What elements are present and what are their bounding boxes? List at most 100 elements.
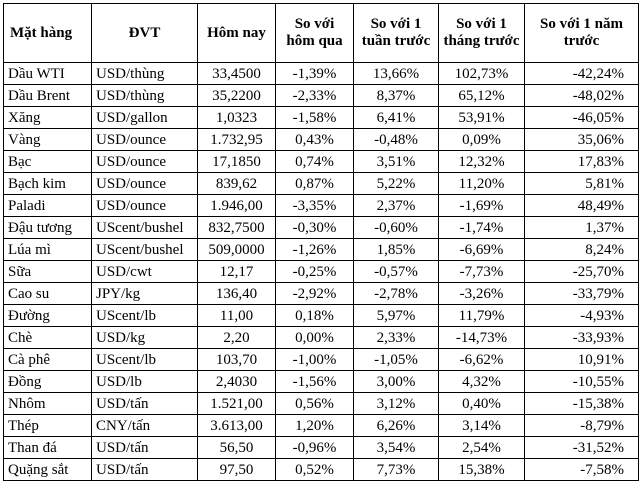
commodity-name: Cà phê (3, 348, 92, 371)
price-today: 33,4500 (197, 62, 276, 85)
change-vs-month: 2,54% (438, 436, 525, 459)
commodity-name: Đường (3, 304, 92, 327)
change-vs-year: -31,52% (524, 436, 639, 459)
unit: USD/cwt (91, 260, 198, 283)
change-vs-yesterday: 0,56% (275, 392, 354, 415)
header-vs-week: So với 1 tuần trước (353, 3, 439, 63)
change-vs-yesterday: -3,35% (275, 194, 354, 217)
change-vs-year: -46,05% (524, 106, 639, 129)
change-vs-yesterday: -1,00% (275, 348, 354, 371)
unit: USD/lb (91, 370, 198, 393)
change-vs-yesterday: -1,39% (275, 62, 354, 85)
price-today: 1.946,00 (197, 194, 276, 217)
change-vs-month: -7,73% (438, 260, 525, 283)
table-row: Paladi USD/ounce 1.946,00 -3,35% 2,37% -1,69%… (3, 194, 639, 217)
commodity-name: Bạc (3, 150, 92, 173)
unit: CNY/tấn (91, 414, 198, 437)
header-unit: ĐVT (91, 3, 198, 63)
table-row: Cao su JPY/kg 136,40 -2,92% -2,78% -3,26% -33,… (3, 282, 639, 305)
commodity-name: Chè (3, 326, 92, 349)
commodity-name: Lúa mì (3, 238, 92, 261)
change-vs-year: 35,06% (524, 128, 639, 151)
change-vs-year: -7,58% (524, 458, 639, 481)
price-today: 509,0000 (197, 238, 276, 261)
change-vs-month: -14,73% (438, 326, 525, 349)
commodity-price-table-container: Mặt hàng ĐVT Hôm nay So với hôm qua So v… (3, 3, 639, 481)
price-today: 56,50 (197, 436, 276, 459)
change-vs-yesterday: 0,00% (275, 326, 354, 349)
price-today: 3.613,00 (197, 414, 276, 437)
change-vs-yesterday: 0,52% (275, 458, 354, 481)
change-vs-year: -48,02% (524, 84, 639, 107)
change-vs-month: -6,69% (438, 238, 525, 261)
change-vs-yesterday: -0,30% (275, 216, 354, 239)
commodity-name: Cao su (3, 282, 92, 305)
header-vs-month: So với 1 tháng trước (438, 3, 525, 63)
change-vs-month: -3,26% (438, 282, 525, 305)
change-vs-year: -33,93% (524, 326, 639, 349)
unit: USD/gallon (91, 106, 198, 129)
table-row: Quặng sắt USD/tấn 97,50 0,52% 7,73% 15,38% -7,… (3, 458, 639, 481)
table-row: Đường UScent/lb 11,00 0,18% 5,97% 11,79% -4,93… (3, 304, 639, 327)
unit: USD/tấn (91, 392, 198, 415)
commodity-name: Thép (3, 414, 92, 437)
change-vs-week: 8,37% (353, 84, 439, 107)
change-vs-yesterday: -1,56% (275, 370, 354, 393)
table-row: Bạch kim USD/ounce 839,62 0,87% 5,22% 11,20% 5… (3, 172, 639, 195)
change-vs-yesterday: -2,33% (275, 84, 354, 107)
change-vs-month: 15,38% (438, 458, 525, 481)
change-vs-week: 2,37% (353, 194, 439, 217)
change-vs-week: -1,05% (353, 348, 439, 371)
change-vs-yesterday: -1,26% (275, 238, 354, 261)
header-vs-year: So với 1 năm trước (524, 3, 639, 63)
change-vs-yesterday: 0,18% (275, 304, 354, 327)
commodity-name: Đậu tương (3, 216, 92, 239)
table-row: Lúa mì UScent/bushel 509,0000 -1,26% 1,85% -6… (3, 238, 639, 261)
change-vs-year: -15,38% (524, 392, 639, 415)
change-vs-week: 2,33% (353, 326, 439, 349)
change-vs-month: 12,32% (438, 150, 525, 173)
change-vs-year: 48,49% (524, 194, 639, 217)
change-vs-yesterday: -1,58% (275, 106, 354, 129)
change-vs-year: -10,55% (524, 370, 639, 393)
price-today: 832,7500 (197, 216, 276, 239)
commodity-name: Đồng (3, 370, 92, 393)
table-row: Sữa USD/cwt 12,17 -0,25% -0,57% -7,73% -25,70% (3, 260, 639, 283)
change-vs-week: -0,48% (353, 128, 439, 151)
price-today: 11,00 (197, 304, 276, 327)
price-today: 1.732,95 (197, 128, 276, 151)
price-today: 1.521,00 (197, 392, 276, 415)
unit: USD/ounce (91, 194, 198, 217)
unit: UScent/bushel (91, 238, 198, 261)
change-vs-month: 65,12% (438, 84, 525, 107)
price-today: 103,70 (197, 348, 276, 371)
change-vs-yesterday: 0,87% (275, 172, 354, 195)
change-vs-yesterday: -0,25% (275, 260, 354, 283)
price-today: 97,50 (197, 458, 276, 481)
unit: USD/thùng (91, 84, 198, 107)
change-vs-year: 17,83% (524, 150, 639, 173)
change-vs-yesterday: 0,43% (275, 128, 354, 151)
change-vs-yesterday: -0,96% (275, 436, 354, 459)
commodity-name: Xăng (3, 106, 92, 129)
table-row: Nhôm USD/tấn 1.521,00 0,56% 3,12% 0,40% -15,38… (3, 392, 639, 415)
table-row: Dầu Brent USD/thùng 35,2200 -2,33% 8,37% 65,1… (3, 84, 639, 107)
change-vs-month: 102,73% (438, 62, 525, 85)
table-row: Đồng USD/lb 2,4030 -1,56% 3,00% 4,32% -10,55% (3, 370, 639, 393)
change-vs-month: 11,79% (438, 304, 525, 327)
change-vs-month: 4,32% (438, 370, 525, 393)
price-today: 17,1850 (197, 150, 276, 173)
unit: USD/ounce (91, 172, 198, 195)
change-vs-year: -42,24% (524, 62, 639, 85)
header-commodity: Mặt hàng (3, 3, 92, 63)
unit: USD/thùng (91, 62, 198, 85)
change-vs-week: 3,51% (353, 150, 439, 173)
change-vs-week: 13,66% (353, 62, 439, 85)
commodity-name: Dầu Brent (3, 84, 92, 107)
unit: USD/ounce (91, 128, 198, 151)
change-vs-year: 10,91% (524, 348, 639, 371)
unit: USD/kg (91, 326, 198, 349)
change-vs-year: 1,37% (524, 216, 639, 239)
change-vs-week: 1,85% (353, 238, 439, 261)
commodity-name: Bạch kim (3, 172, 92, 195)
